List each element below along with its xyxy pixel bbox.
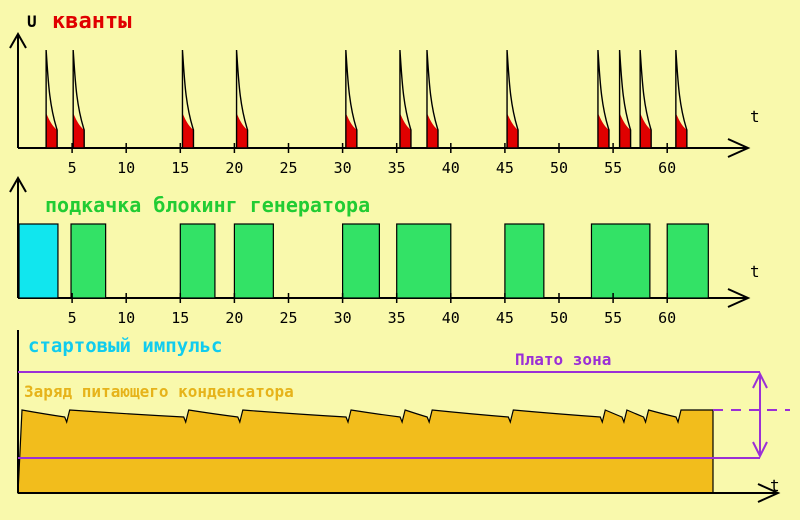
quantum-pulse	[181, 49, 195, 149]
quantum-pulse	[45, 49, 58, 149]
x-tick-label: 45	[496, 309, 514, 327]
quantum-pulse	[618, 49, 632, 149]
quanta-pulses	[45, 49, 688, 149]
quantum-outline	[639, 49, 652, 149]
capacitor-panel: t Плато зона Заряд питающего конденсатор…	[17, 330, 790, 503]
x-tick-label: 5	[68, 309, 77, 327]
x-tick-label: 15	[171, 309, 189, 327]
start-pulse-label: стартовый импульс	[28, 335, 222, 357]
x-tick-label: 15	[171, 159, 189, 177]
quantum-pulse	[399, 49, 412, 149]
quanta-panel: U кванты t 5 10 15 20 25 30 35 40 45 50 55 60	[9, 9, 760, 177]
pumping-pulse-block	[666, 223, 709, 299]
x-tick-label: 10	[117, 159, 135, 177]
quantum-outline	[506, 49, 519, 149]
x-tick-label: 50	[550, 309, 568, 327]
x-ticks-1: 5 10 15 20 25 30 35 40 45 50 55 60	[68, 143, 676, 177]
quantum-fill	[399, 113, 411, 148]
pumping-pulses	[18, 223, 709, 299]
quantum-fill	[597, 113, 609, 148]
quantum-pulse	[506, 49, 519, 149]
x-tick-label: 35	[388, 159, 406, 177]
x-tick-label: 60	[658, 159, 676, 177]
x-tick-label: 25	[279, 309, 297, 327]
quantum-pulse	[675, 49, 688, 149]
quantum-pulse	[426, 49, 439, 149]
x-tick-label: 5	[68, 159, 77, 177]
quantum-pulse	[345, 49, 358, 149]
x-tick-label: 40	[442, 309, 460, 327]
quantum-outline	[426, 49, 439, 149]
y-axis-1-arrow	[9, 31, 27, 49]
pumping-panel: подкачка блокинг генератора t 5 10 15 20 25 3…	[9, 175, 760, 357]
pumping-pulse-block	[179, 223, 216, 299]
quantum-outline	[597, 49, 610, 149]
quantum-outline	[72, 49, 85, 149]
x-tick-label: 20	[225, 159, 243, 177]
pumping-pulse-block	[233, 223, 274, 299]
quantum-fill	[46, 113, 58, 148]
pumping-pulse-block	[590, 223, 651, 299]
start-pulse-block	[18, 223, 59, 299]
quantum-outline	[399, 49, 412, 149]
x-tick-label: 10	[117, 309, 135, 327]
quantum-fill	[182, 113, 194, 148]
pumping-pulse-block	[342, 223, 380, 299]
y-axis-label-u: U	[27, 12, 37, 31]
pumping-pulse-block	[504, 223, 545, 299]
plateau-arrow-down	[752, 441, 768, 459]
quantum-fill	[507, 113, 519, 148]
x-tick-label: 40	[442, 159, 460, 177]
pumping-pulse-block	[396, 223, 452, 299]
quantum-outline	[181, 49, 195, 149]
x-tick-label: 30	[334, 159, 352, 177]
capacitor-label: Заряд питающего конденсатора	[24, 382, 294, 401]
x-tick-label: 55	[604, 309, 622, 327]
y-axis-2-arrow	[9, 175, 27, 193]
x-tick-label: 35	[388, 309, 406, 327]
quantum-fill	[675, 113, 687, 148]
x-tick-label: 25	[279, 159, 297, 177]
quantum-fill	[619, 113, 631, 148]
x-axis-1-arrow	[727, 138, 751, 158]
quantum-fill	[345, 113, 357, 148]
quantum-outline	[235, 49, 249, 149]
plateau-arrow-up	[752, 371, 768, 389]
t-label-3: t	[770, 476, 780, 495]
plateau-label: Плато зона	[515, 350, 611, 369]
x-tick-label: 45	[496, 159, 514, 177]
x-tick-label: 55	[604, 159, 622, 177]
pumping-pulse-block	[70, 223, 107, 299]
x-tick-label: 20	[225, 309, 243, 327]
pumping-title: подкачка блокинг генератора	[45, 193, 370, 217]
quantum-pulse	[235, 49, 249, 149]
x-axis-2-arrow	[727, 288, 751, 308]
quanta-title: кванты	[52, 9, 131, 34]
x-tick-label: 30	[334, 309, 352, 327]
quantum-fill	[426, 113, 438, 148]
quantum-pulse	[597, 49, 610, 149]
quantum-outline	[675, 49, 688, 149]
quantum-fill	[73, 113, 85, 148]
quantum-fill	[236, 113, 248, 148]
x-axis-3-arrow	[757, 483, 781, 503]
quantum-pulse	[639, 49, 652, 149]
quantum-outline	[345, 49, 358, 149]
t-label-2: t	[750, 262, 760, 281]
quantum-outline	[618, 49, 632, 149]
quantum-fill	[640, 113, 652, 148]
quantum-outline	[45, 49, 58, 149]
x-tick-label: 60	[658, 309, 676, 327]
quantum-pulse	[72, 49, 85, 149]
x-ticks-2: 5 10 15 20 25 30 35 40 45 50 55 60	[68, 293, 676, 327]
x-tick-label: 50	[550, 159, 568, 177]
capacitor-charge-area	[17, 409, 714, 494]
t-label-1: t	[750, 107, 760, 126]
